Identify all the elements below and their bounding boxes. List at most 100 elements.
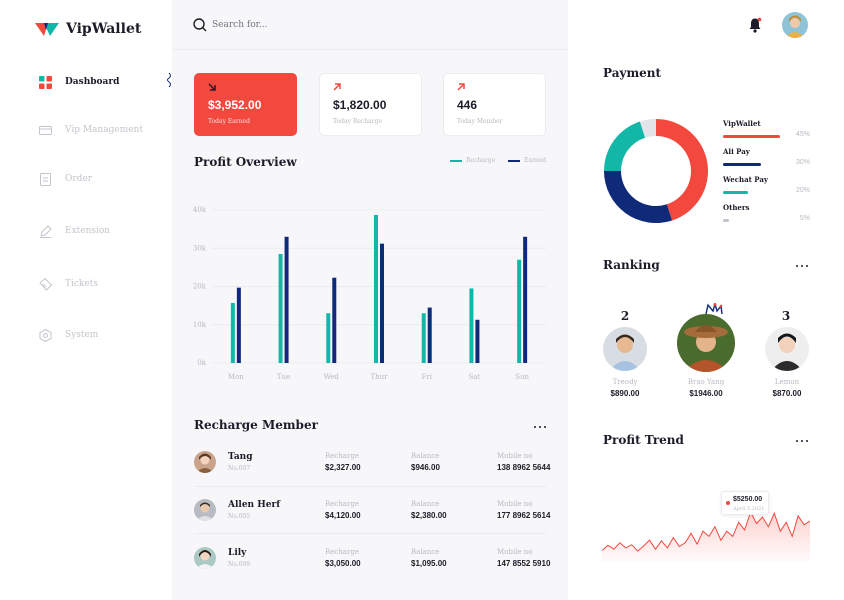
payment-title: Payment — [603, 66, 662, 80]
y-tick-label: 20k — [193, 283, 207, 291]
mobile-value: 147 8552 5910 — [497, 559, 551, 568]
recharge-value: $2,327.00 — [325, 463, 361, 472]
stat-value: 446 — [457, 98, 478, 112]
stat-label: Today Recharge — [333, 118, 382, 125]
balance-value: $1,095.00 — [411, 559, 447, 568]
balance-value: $2,380.00 — [411, 511, 447, 520]
dashboard-icon — [39, 76, 52, 89]
bar-earned-wed[interactable] — [332, 277, 337, 363]
legend-label-recharge: Recharge — [466, 157, 496, 164]
ranking-title: Ranking — [603, 258, 660, 272]
ranking-avatar[interactable] — [603, 327, 647, 371]
x-tick-label: Fri — [421, 373, 432, 381]
ranking-amount: $890.00 — [610, 389, 640, 398]
bar-recharge-mon[interactable] — [230, 302, 235, 363]
payment-legend-pct: 5% — [799, 215, 810, 222]
bar-recharge-tue[interactable] — [278, 253, 283, 363]
bar-recharge-wed[interactable] — [326, 313, 331, 363]
bar-recharge-fri[interactable] — [421, 313, 426, 363]
ranking-more-button[interactable] — [794, 261, 810, 271]
member-name: Allen Herf — [228, 500, 281, 510]
rank-position: 3 — [781, 309, 791, 323]
search-input[interactable] — [212, 16, 412, 34]
payment-legend-name: Ali Pay — [723, 147, 750, 156]
main-content: $3,952.00 Today Earned $1,820.00 Today R… — [172, 0, 568, 600]
sidebar-item-system[interactable]: System — [0, 324, 172, 348]
payment-legend-name: VipWallet — [723, 119, 761, 128]
x-tick-label: Wed — [324, 373, 340, 381]
x-tick-label: Tue — [277, 373, 290, 381]
search-bar — [172, 0, 568, 50]
sidebar-item-label: System — [65, 330, 99, 340]
avatar — [194, 547, 216, 569]
bar-earned-sun[interactable] — [523, 236, 528, 363]
stat-value: $3,952.00 — [208, 98, 262, 112]
y-tick-label: 40k — [193, 206, 207, 214]
sidebar-item-order[interactable]: Order — [0, 168, 172, 192]
mobile-label: Mobile no — [497, 548, 533, 556]
stat-value: $1,820.00 — [333, 98, 387, 112]
donut-slice-others[interactable] — [639, 119, 656, 138]
x-tick-label: Sun — [515, 373, 529, 381]
stat-card-today-earned[interactable]: $3,952.00 Today Earned — [194, 73, 297, 136]
table-row[interactable]: Allen Herf No.005 Recharge $4,120.00 Bal… — [194, 495, 550, 535]
profit-trend-more-button[interactable] — [794, 436, 810, 446]
recharge-member-title: Recharge Member — [194, 418, 318, 432]
donut-slice-vipwallet[interactable] — [656, 119, 709, 221]
payment-legend-pct: 45% — [795, 131, 810, 138]
bar-recharge-thur[interactable] — [374, 214, 378, 363]
recharge-label: Recharge — [325, 500, 359, 508]
table-row[interactable]: Lily No.009 Recharge $3,050.00 Balance $… — [194, 543, 550, 583]
sidebar-item-label: Order — [65, 174, 93, 184]
bar-recharge-sat[interactable] — [469, 288, 474, 363]
donut-slice-wechat-pay[interactable] — [604, 121, 646, 171]
stat-card-today-member[interactable]: 446 Today Member — [443, 73, 546, 136]
payment-legend-pct: 20% — [795, 187, 810, 194]
y-tick-label: 10k — [193, 321, 207, 329]
bar-earned-tue[interactable] — [284, 236, 289, 363]
profit-trend-tooltip: $5250.00 April 5,2021 — [721, 491, 769, 515]
document-icon — [40, 173, 51, 186]
arrow-down-right-icon — [208, 83, 216, 91]
ranking-avatar[interactable] — [765, 327, 809, 371]
legend-label-earned: Earned — [524, 157, 547, 164]
x-tick-label: Mon — [228, 373, 244, 381]
search-icon[interactable] — [193, 18, 207, 32]
member-no: No.009 — [228, 561, 251, 568]
bar-earned-fri[interactable] — [427, 307, 432, 363]
crown-icon — [705, 303, 723, 315]
ranking-name: Lemon — [774, 378, 800, 386]
bar-earned-thur[interactable] — [380, 243, 384, 363]
profit-overview-bar-chart: 0k 10k 20k 30k 40k Mon Tue Wed Thur Fri Sat Sun — [193, 206, 546, 381]
sidebar-item-label: Extension — [65, 226, 111, 236]
x-tick-label: Thur — [370, 373, 388, 381]
sidebar-item-dashboard[interactable]: Dashboard — [0, 71, 172, 95]
ranking-amount: $870.00 — [772, 389, 802, 398]
pen-icon — [40, 225, 52, 238]
sidebar-scroll-handle-icon[interactable] — [166, 72, 172, 88]
stat-card-today-recharge[interactable]: $1,820.00 Today Recharge — [319, 73, 422, 136]
member-name: Lily — [228, 548, 247, 558]
bar-earned-sat[interactable] — [475, 319, 480, 363]
table-row[interactable]: Tang No.007 Recharge $2,327.00 Balance $… — [194, 447, 550, 487]
arrow-up-right-icon — [333, 83, 341, 91]
sidebar-item-vip-management[interactable]: Vip Management — [0, 119, 172, 143]
mobile-label: Mobile no — [497, 452, 533, 460]
ranking-name: Brao Yang — [687, 378, 725, 386]
user-avatar[interactable] — [782, 12, 808, 38]
ticket-icon — [39, 278, 52, 291]
sidebar-item-tickets[interactable]: Tickets — [0, 273, 172, 297]
mobile-value: 177 8962 5614 — [497, 511, 551, 520]
avatar — [194, 499, 216, 521]
sidebar-item-extension[interactable]: Extension — [0, 220, 172, 244]
recharge-member-more-button[interactable] — [532, 422, 548, 432]
bar-recharge-sun[interactable] — [517, 259, 522, 363]
donut-slice-ali-pay[interactable] — [604, 171, 673, 223]
settings-icon — [39, 329, 52, 342]
bar-earned-mon[interactable] — [236, 287, 241, 363]
recharge-label: Recharge — [325, 452, 359, 460]
bell-icon[interactable] — [748, 17, 762, 33]
ranking-avatar[interactable] — [677, 314, 735, 372]
legend-swatch-earned — [508, 160, 520, 162]
recharge-label: Recharge — [325, 548, 359, 556]
